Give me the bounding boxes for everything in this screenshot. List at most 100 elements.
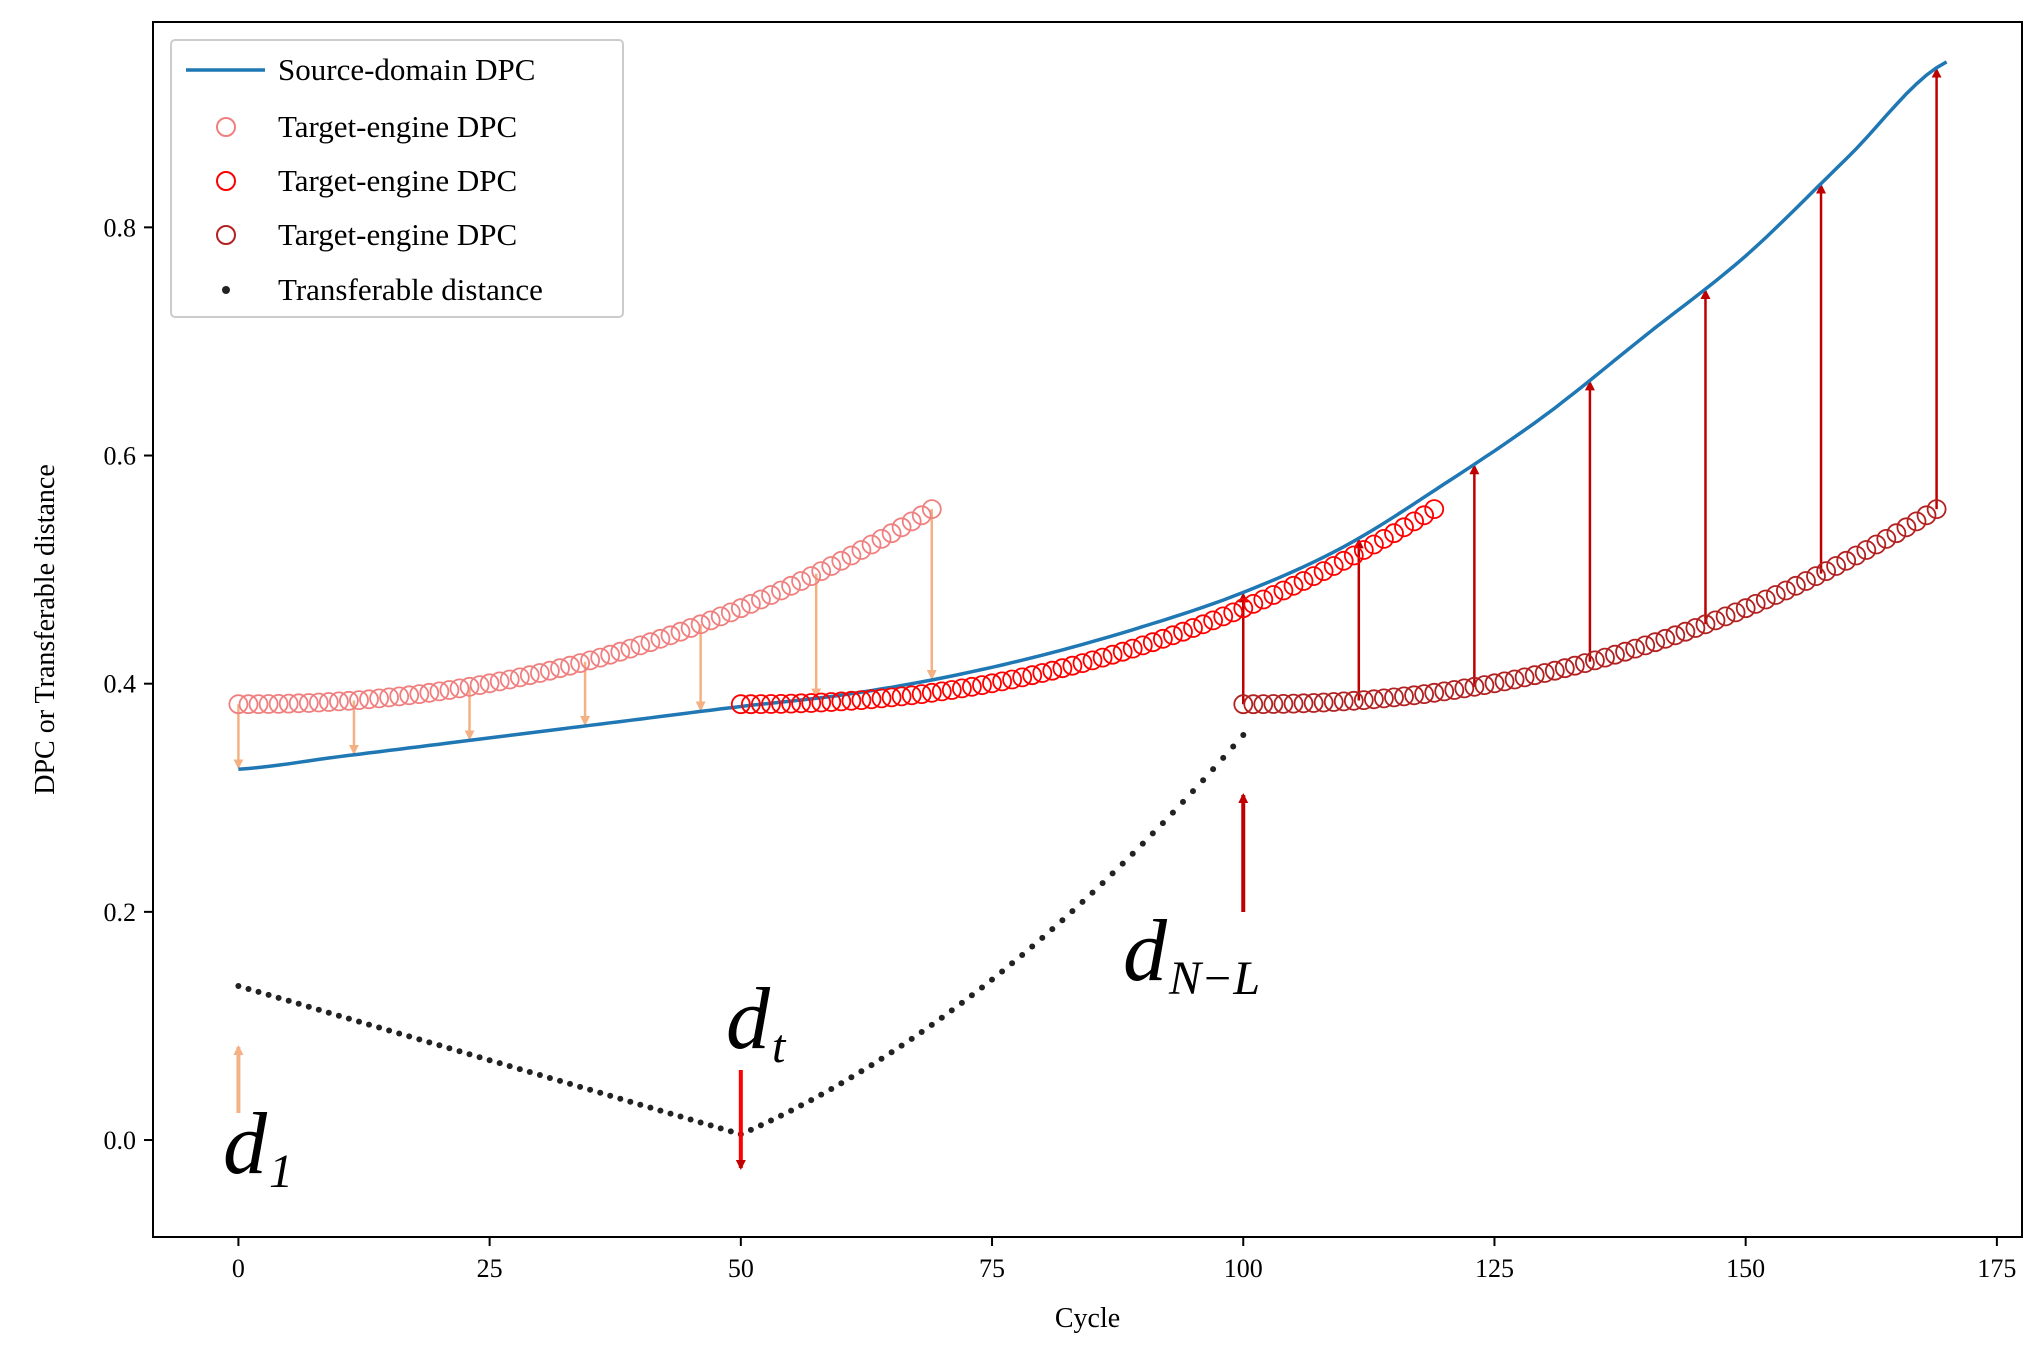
transferable-distance-point	[848, 1074, 855, 1081]
target-dpc-point	[670, 621, 691, 642]
target-dpc-point	[1685, 618, 1706, 638]
target-dpc-point	[821, 556, 842, 576]
transferable-distance-point	[838, 1080, 845, 1087]
target-dpc-point	[811, 561, 832, 581]
transferable-distance-point	[335, 1012, 342, 1019]
target-dpc-point	[1745, 594, 1766, 614]
target-dpc-point	[1052, 658, 1073, 679]
target-dpc-point	[891, 517, 912, 538]
target-dpc-point	[359, 689, 379, 710]
transferable-distance-point	[587, 1086, 594, 1093]
target-dpc-point	[992, 671, 1012, 692]
target-dpc-point	[891, 686, 912, 707]
target-dpc-point	[610, 641, 631, 662]
target-dpc-point	[640, 632, 661, 653]
target-dpc-point	[1504, 669, 1525, 690]
target-dpc-point	[1263, 694, 1284, 714]
target-dpc-point	[1876, 529, 1897, 549]
transferable-distance-point	[1190, 788, 1196, 795]
target-dpc-point	[620, 638, 641, 659]
target-dpc-point	[801, 693, 822, 713]
target-dpc-point	[1283, 575, 1304, 596]
target-dpc-point	[1303, 693, 1324, 713]
target-dpc-point	[540, 660, 560, 681]
transferable-distance-point	[557, 1077, 563, 1084]
transferable-distance-point	[717, 1125, 724, 1132]
x-tick-label: 50	[728, 1254, 754, 1283]
transferable-distance-point	[265, 991, 272, 998]
target-dpc-point	[429, 681, 450, 702]
target-dpc-point	[1635, 635, 1656, 656]
y-tick-label: 0.6	[104, 442, 137, 471]
target-dpc-point	[881, 687, 902, 708]
target-dpc-point	[1022, 665, 1043, 686]
transferable-distance-point	[496, 1060, 503, 1067]
target-dpc-point	[268, 694, 289, 714]
x-axis-label: Cycle	[1055, 1303, 1120, 1334]
transferable-distance-point	[506, 1063, 513, 1070]
transferable-distance-point	[958, 999, 965, 1006]
target-dpc-point	[751, 589, 771, 610]
target-dpc-point	[730, 598, 751, 619]
transferable-distance-point	[416, 1036, 423, 1043]
y-axis-ticks: 0.0 0.2 0.4 0.6 0.8	[104, 213, 153, 1155]
target-dpc-point	[730, 694, 751, 715]
target-dpc-point	[1374, 688, 1394, 709]
target-dpc-point	[1866, 534, 1887, 555]
target-dpc-point	[1474, 675, 1495, 695]
target-dpc-point	[278, 693, 299, 714]
target-dpc-point	[630, 635, 651, 656]
transferable-distance-point	[275, 994, 282, 1001]
target-dpc-point	[901, 511, 922, 532]
target-dpc-point	[349, 690, 369, 710]
target-dpc-point	[831, 691, 852, 712]
target-dpc-point	[1082, 650, 1103, 671]
target-dpc-point	[972, 675, 992, 695]
transferable-distance-point	[1210, 766, 1217, 773]
transferable-distance-point	[325, 1009, 332, 1016]
target-dpc-point	[1434, 681, 1455, 702]
target-dpc-point	[741, 594, 761, 614]
y-tick-label: 0.2	[104, 898, 137, 927]
target-dpc-point	[1384, 687, 1404, 708]
target-dpc-point	[308, 692, 329, 713]
target-dpc-point	[1675, 621, 1696, 642]
target-dpc-point	[1364, 689, 1384, 710]
transferable-distance-point	[476, 1054, 483, 1061]
transferable-distance-point	[657, 1107, 664, 1114]
target-dpc-point	[771, 694, 791, 714]
target-dpc-point	[519, 665, 540, 686]
target-dpc-point	[479, 673, 500, 694]
target-dpc-point	[1394, 686, 1414, 707]
target-dpc-point	[1303, 566, 1324, 586]
up-arrows	[1238, 67, 1942, 705]
transferable-distance-point	[637, 1101, 644, 1108]
target-dpc-point	[871, 688, 892, 709]
target-dpc-point	[952, 678, 972, 699]
x-tick-label: 100	[1224, 1254, 1263, 1283]
target-dpc-point	[1183, 618, 1203, 638]
transferable-distance-point	[1069, 908, 1076, 915]
transferable-distance-point	[677, 1113, 684, 1120]
transferable-distance-point	[406, 1033, 413, 1040]
down-arrows	[233, 509, 937, 770]
target-dpc-point	[1042, 660, 1063, 681]
transferable-distance-point	[536, 1072, 543, 1078]
transferable-distance-point	[667, 1110, 674, 1117]
y-axis-label: DPC or Transferable distance	[30, 464, 61, 795]
transferable-distance-point	[597, 1089, 604, 1096]
legend-label: Target-engine DPC	[278, 109, 517, 144]
target-dpc-point	[499, 669, 520, 690]
target-dpc-point	[700, 610, 721, 631]
transferable-distance-point	[918, 1029, 925, 1035]
target-dpc-point	[258, 694, 279, 714]
target-dpc-point	[1032, 663, 1053, 683]
target-dpc-point	[710, 606, 731, 627]
transferable-distance-point	[798, 1102, 805, 1109]
transferable-distance-point	[1059, 917, 1066, 924]
target-dpc-point	[1625, 638, 1645, 659]
axes-frame	[152, 21, 2023, 1238]
target-dpc-point	[1906, 511, 1927, 532]
transferable-distance-point	[366, 1021, 372, 1028]
